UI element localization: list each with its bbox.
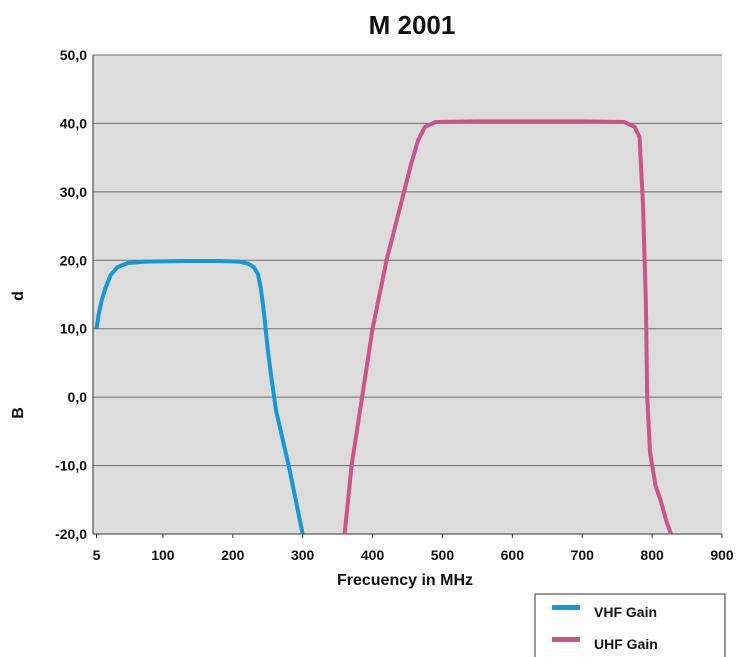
y-tick-label: -20,0 [55,526,87,542]
series-line-vhf-gain [94,258,305,535]
legend-label-uhf: UHF Gain [594,636,658,652]
legend: VHF Gain UHF Gain [534,593,726,657]
x-tick-label: 800 [640,547,664,563]
chart-title: M 2001 [369,10,456,40]
legend-label-vhf: VHF Gain [594,604,657,620]
x-tick-label: 300 [291,547,315,563]
legend-box [534,593,726,657]
x-tick-label: 200 [221,547,245,563]
x-tick-label: 500 [431,547,455,563]
y-tick-label: 30,0 [60,184,87,200]
x-axis-label: Frecuency in MHz [337,572,473,589]
y-tick-label: 50,0 [60,47,87,63]
y-axis-label-top: d [10,291,27,301]
x-tick-label: 700 [571,547,595,563]
y-tick-label: 10,0 [60,321,87,337]
plot-area [93,55,722,534]
y-tick-label: 40,0 [60,115,87,131]
x-tick-labels: 5 100 200 300 400 500 600 700 800 900 [93,547,734,563]
y-axis-label-bottom: B [10,407,27,419]
y-tick-label: 20,0 [60,252,87,268]
x-tick-label: 400 [361,547,385,563]
series-line-uhf-gain [342,119,673,535]
series-lines [94,119,673,535]
y-tick-labels: 50,0 40,0 30,0 20,0 10,0 0,0 -10,0 -20,0 [55,47,87,542]
x-tick-label: 5 [93,547,101,563]
x-tick-label: 900 [710,547,734,563]
x-tick-label: 100 [151,547,175,563]
x-tick-label: 600 [501,547,525,563]
y-tick-label: 0,0 [68,389,88,405]
axes [92,55,723,538]
legend-swatch-vhf [552,605,580,610]
legend-swatch-uhf [552,637,580,642]
y-tick-label: -10,0 [55,458,87,474]
